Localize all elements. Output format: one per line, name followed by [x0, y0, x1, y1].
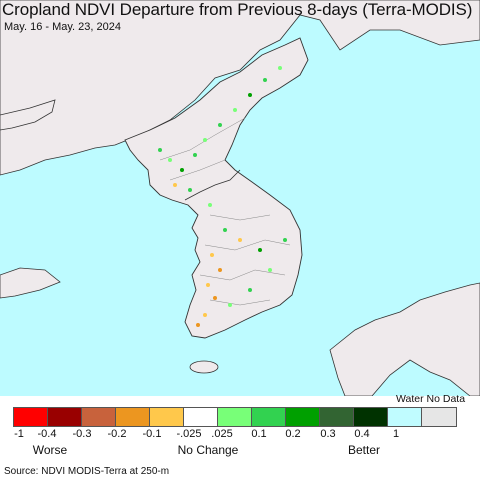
legend-swatch: [14, 408, 48, 426]
legend-category-better: Better: [347, 443, 381, 457]
japan: [329, 282, 480, 396]
legend-tick: -0.4: [37, 428, 57, 440]
legend-tick: 0.1: [251, 428, 267, 440]
legend-colorbar: [13, 407, 457, 427]
source-note: Source: NDVI MODIS-Terra at 250-m: [4, 466, 170, 477]
legend-swatch: [184, 408, 218, 426]
legend-swatch: [82, 408, 116, 426]
legend-swatch: [116, 408, 150, 426]
province-lines: [159, 117, 291, 306]
jeju-island: [189, 360, 219, 374]
legend-swatch: [150, 408, 184, 426]
date-range: May. 16 - May. 23, 2024: [4, 21, 121, 33]
korean-peninsula: [124, 37, 309, 339]
map-area: [0, 0, 480, 396]
legend-tick: 0.2: [285, 428, 301, 440]
legend-swatch: [218, 408, 252, 426]
legend-category-no-change: No Change: [177, 443, 239, 457]
legend-swatch: [48, 408, 82, 426]
legend-swatch: [252, 408, 286, 426]
water-nodata-label: Water No Data: [396, 393, 466, 405]
legend-tick: -0.3: [72, 428, 92, 440]
legend-tick: 0.3: [320, 428, 336, 440]
map-canvas: [0, 0, 480, 396]
legend-tick: -0.1: [142, 428, 162, 440]
legend-tick: -0.2: [107, 428, 127, 440]
legend-swatch: [388, 408, 422, 426]
inter-korean-border: [184, 169, 241, 201]
liaodong-peninsula: [0, 99, 56, 131]
legend-swatch: [354, 408, 388, 426]
legend-tick: -.025: [176, 428, 202, 440]
legend-tick: 1: [392, 428, 400, 440]
ndvi-pixels: [158, 66, 287, 327]
legend-swatch: [320, 408, 354, 426]
shandong-peninsula: [0, 267, 61, 299]
legend-category-worse: Worse: [32, 443, 68, 457]
legend-swatch: [422, 408, 456, 426]
mainland-china-russia: [0, 0, 480, 176]
legend-tick: -1: [14, 428, 24, 440]
legend-tick: .025: [211, 428, 233, 440]
map-title: Cropland NDVI Departure from Previous 8-…: [2, 0, 473, 19]
legend-swatch: [286, 408, 320, 426]
legend-tick: 0.4: [354, 428, 370, 440]
